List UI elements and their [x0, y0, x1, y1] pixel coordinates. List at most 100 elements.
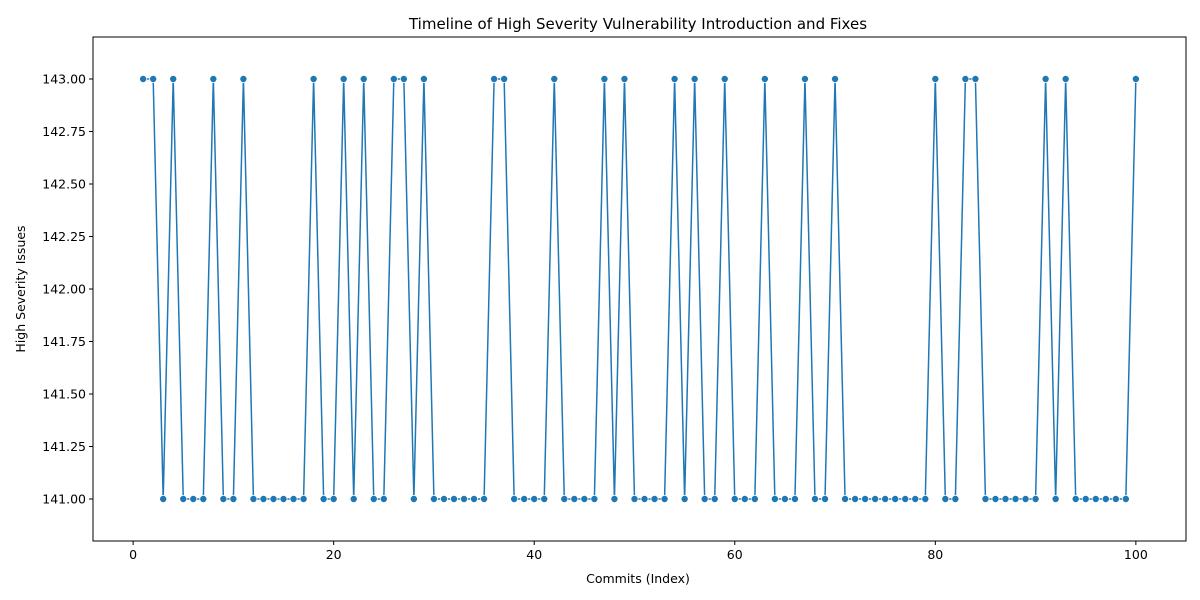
data-point: [971, 75, 980, 84]
chart-title: Timeline of High Severity Vulnerability …: [408, 15, 867, 33]
data-point: [550, 75, 559, 84]
data-point: [730, 494, 739, 503]
data-point: [1111, 494, 1120, 503]
data-point: [199, 494, 208, 503]
data-point: [299, 494, 308, 503]
data-point: [690, 75, 699, 84]
y-tick-label: 141.25: [42, 439, 86, 454]
data-point: [490, 75, 499, 84]
data-point: [1001, 494, 1010, 503]
data-point: [219, 494, 228, 503]
data-point: [1131, 75, 1140, 84]
data-point: [470, 494, 479, 503]
data-point: [881, 494, 890, 503]
y-tick-label: 141.50: [42, 387, 86, 402]
data-point: [570, 494, 579, 503]
data-point: [600, 75, 609, 84]
data-point: [159, 494, 168, 503]
data-point: [841, 494, 850, 503]
data-point: [1061, 75, 1070, 84]
x-axis: 0 20 40 60 80 100: [129, 541, 1148, 562]
data-point: [369, 494, 378, 503]
data-point: [740, 494, 749, 503]
data-point: [911, 494, 920, 503]
data-point: [991, 494, 1000, 503]
data-point: [259, 494, 268, 503]
y-tick-label: 141.75: [42, 334, 86, 349]
data-point: [229, 494, 238, 503]
data-point: [951, 494, 960, 503]
data-point: [981, 494, 990, 503]
data-point: [1081, 494, 1090, 503]
data-point: [419, 75, 428, 84]
data-point: [680, 494, 689, 503]
data-point: [810, 494, 819, 503]
data-point: [540, 494, 549, 503]
data-point: [1051, 494, 1060, 503]
data-point: [670, 75, 679, 84]
data-point: [510, 494, 519, 503]
data-point: [861, 494, 870, 503]
y-tick-label: 142.00: [42, 282, 86, 297]
data-point: [1071, 494, 1080, 503]
plot-area: [139, 75, 1140, 503]
data-point: [189, 494, 198, 503]
data-point: [239, 75, 248, 84]
y-tick-label: 141.00: [42, 492, 86, 507]
data-point: [179, 494, 188, 503]
data-point: [389, 75, 398, 84]
data-point: [580, 494, 589, 503]
data-point: [941, 494, 950, 503]
data-point: [660, 494, 669, 503]
data-point: [409, 494, 418, 503]
x-tick-label: 20: [326, 547, 342, 562]
y-tick-label: 142.25: [42, 229, 86, 244]
data-point: [1121, 494, 1130, 503]
data-point: [329, 494, 338, 503]
data-point: [1041, 75, 1050, 84]
data-point: [139, 75, 148, 84]
y-tick-label: 143.00: [42, 72, 86, 87]
data-point: [590, 494, 599, 503]
data-point: [931, 75, 940, 84]
data-point: [831, 75, 840, 84]
data-point: [871, 494, 880, 503]
data-point: [770, 494, 779, 503]
data-point: [379, 494, 388, 503]
x-axis-title: Commits (Index): [586, 571, 690, 586]
x-tick-label: 60: [727, 547, 743, 562]
data-point: [780, 494, 789, 503]
data-point: [1101, 494, 1110, 503]
data-point: [359, 75, 368, 84]
data-point: [921, 494, 930, 503]
data-point: [309, 75, 318, 84]
data-point: [279, 494, 288, 503]
x-tick-label: 40: [526, 547, 542, 562]
data-point: [1011, 494, 1020, 503]
data-point: [1091, 494, 1100, 503]
data-point: [439, 494, 448, 503]
data-point: [169, 75, 178, 84]
data-point: [620, 75, 629, 84]
data-point: [640, 494, 649, 503]
data-point: [650, 494, 659, 503]
data-point: [349, 494, 358, 503]
data-point: [800, 75, 809, 84]
data-point: [520, 494, 529, 503]
data-point: [700, 494, 709, 503]
data-point: [610, 494, 619, 503]
data-point: [269, 494, 278, 503]
data-point: [319, 494, 328, 503]
data-point: [460, 494, 469, 503]
data-point: [429, 494, 438, 503]
data-point: [209, 75, 218, 84]
data-point: [851, 494, 860, 503]
data-point: [560, 494, 569, 503]
data-point: [480, 494, 489, 503]
data-point: [1021, 494, 1030, 503]
x-tick-label: 100: [1124, 547, 1148, 562]
data-point: [720, 75, 729, 84]
x-tick-label: 0: [129, 547, 137, 562]
